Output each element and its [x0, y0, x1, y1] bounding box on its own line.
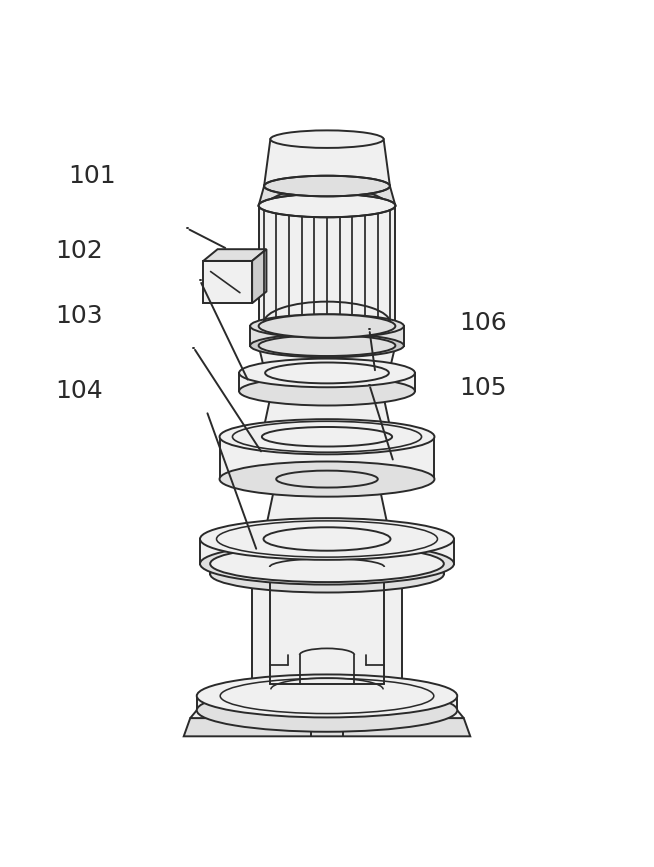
Ellipse shape — [220, 461, 434, 497]
Polygon shape — [200, 539, 454, 564]
Polygon shape — [203, 261, 252, 303]
Polygon shape — [258, 186, 396, 205]
Polygon shape — [258, 346, 396, 373]
Ellipse shape — [210, 545, 444, 582]
Ellipse shape — [252, 683, 402, 709]
Text: 103: 103 — [56, 304, 103, 329]
Ellipse shape — [210, 556, 444, 592]
Ellipse shape — [239, 359, 415, 388]
Ellipse shape — [250, 315, 404, 338]
Ellipse shape — [264, 176, 390, 196]
Polygon shape — [239, 373, 415, 391]
Polygon shape — [190, 710, 464, 718]
Ellipse shape — [252, 551, 402, 577]
Ellipse shape — [250, 334, 404, 357]
Polygon shape — [258, 205, 396, 326]
Ellipse shape — [258, 194, 396, 218]
Polygon shape — [203, 249, 266, 261]
Ellipse shape — [258, 336, 396, 356]
Ellipse shape — [239, 377, 415, 406]
Ellipse shape — [200, 543, 454, 584]
Polygon shape — [184, 718, 470, 736]
Polygon shape — [210, 564, 444, 574]
Text: 106: 106 — [459, 310, 507, 335]
Polygon shape — [262, 391, 392, 437]
Polygon shape — [252, 249, 266, 303]
Ellipse shape — [270, 130, 384, 148]
Ellipse shape — [200, 518, 454, 560]
Polygon shape — [264, 479, 390, 539]
Ellipse shape — [220, 419, 434, 454]
Ellipse shape — [258, 315, 396, 338]
Polygon shape — [252, 564, 402, 696]
Text: 104: 104 — [56, 379, 103, 403]
Ellipse shape — [197, 688, 457, 732]
Text: 102: 102 — [56, 239, 103, 264]
Polygon shape — [197, 696, 457, 710]
Text: 101: 101 — [69, 164, 116, 188]
Polygon shape — [264, 139, 390, 186]
Text: 105: 105 — [460, 376, 507, 400]
Ellipse shape — [197, 675, 457, 717]
Polygon shape — [220, 437, 434, 479]
Polygon shape — [250, 326, 404, 346]
